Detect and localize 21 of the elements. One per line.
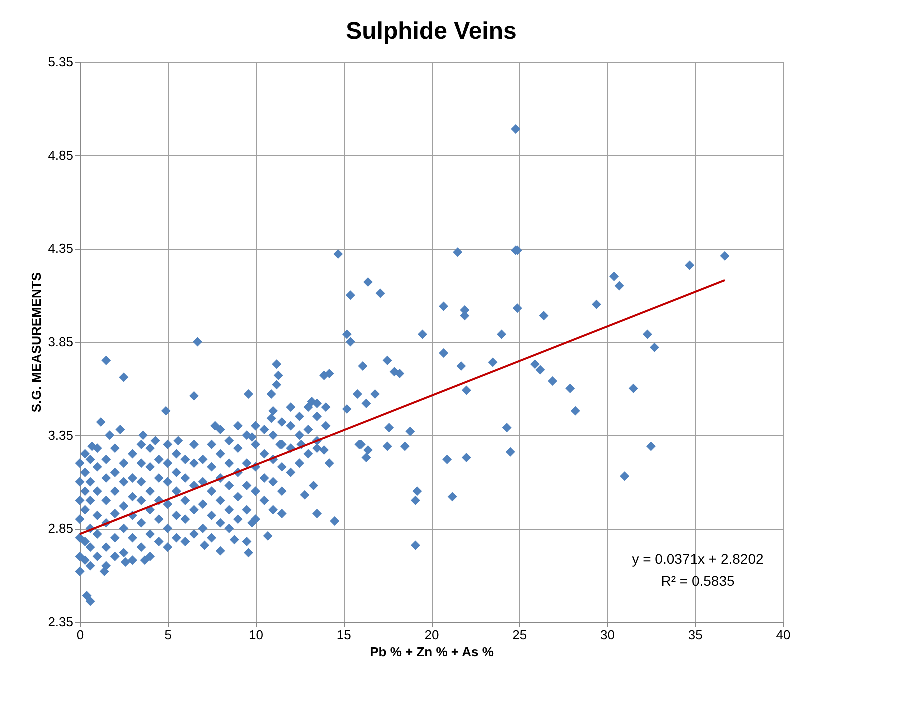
x-tick-label: 0 [76,628,84,642]
y-tick-label: 3.35 [48,428,74,443]
x-tick-label: 20 [424,628,440,642]
x-tick-label: 30 [600,628,615,642]
x-tick-label: 10 [249,628,264,642]
annotation: y = 0.0371x + 2.8202 [632,551,764,567]
y-axis-title: S.G. MEASUREMENTS [29,272,44,413]
annotation: R² = 0.5835 [661,573,735,589]
x-tick-label: 40 [776,628,791,642]
y-tick-label: 4.35 [48,241,74,256]
y-tick-label: 2.35 [48,614,74,630]
y-tick-label: 4.85 [48,148,74,163]
y-tick-label: 2.85 [48,521,74,536]
x-tick-label: 5 [164,628,172,642]
x-axis-title: Pb % + Zn % + As % [370,644,494,660]
y-tick-label: 3.85 [48,334,74,350]
x-tick-label: 15 [336,628,352,642]
x-tick-label: 35 [688,628,703,642]
x-tick-label: 25 [512,628,528,642]
chart-title: Sulphide Veins [346,18,517,45]
y-tick-label: 5.35 [48,54,74,70]
